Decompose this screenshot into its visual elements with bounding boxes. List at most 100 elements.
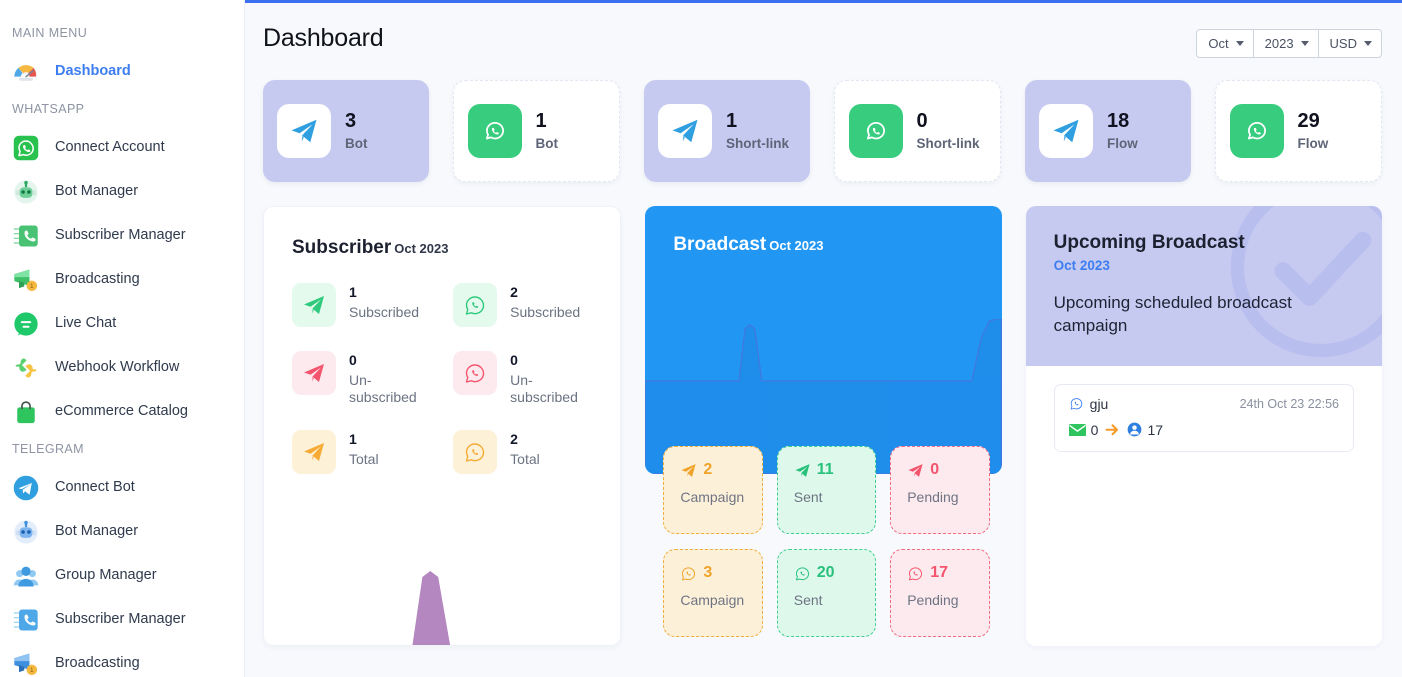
subscriber-panel: Subscriber Oct 2023 1 Subscribed 2 Subscribe… bbox=[263, 206, 622, 646]
sidebar-item-bot-manager[interactable]: Bot Manager bbox=[0, 510, 244, 554]
upcoming-header: Upcoming Broadcast Oct 2023 Upcoming sch… bbox=[1025, 206, 1382, 366]
year-selector[interactable]: 2023 bbox=[1252, 29, 1319, 58]
whatsapp-icon bbox=[12, 134, 40, 162]
upcoming-broadcast-item[interactable]: gju 24th Oct 23 22:56 0 17 bbox=[1053, 383, 1354, 452]
stat-card-label: Short-link bbox=[726, 135, 789, 151]
subscriber-metric-number: 1 bbox=[349, 431, 357, 448]
telegram-icon bbox=[12, 474, 40, 502]
person-icon bbox=[1127, 422, 1142, 437]
sidebar-item-label: Bot Manager bbox=[55, 183, 139, 200]
broadcast-tile[interactable]: 11 Sent bbox=[776, 446, 877, 534]
whatsapp-icon bbox=[680, 565, 697, 582]
subscriber-metric: 1 Subscribed bbox=[292, 283, 431, 327]
group-blue-icon bbox=[12, 562, 40, 590]
puzzle-icon bbox=[12, 354, 40, 382]
broadcast-panel-blue: Broadcast Oct 2023 bbox=[645, 206, 1002, 474]
envelope-icon bbox=[1068, 423, 1086, 437]
sidebar: MAIN MENU Dashboard WHATSAPP Connect Accoun… bbox=[0, 0, 245, 677]
sidebar-item-broadcasting[interactable]: 1 Broadcasting bbox=[0, 258, 244, 302]
megaphone-green-icon: 1 bbox=[12, 266, 40, 294]
sidebar-item-label: Dashboard bbox=[55, 63, 131, 80]
subscriber-metric-number: 2 bbox=[510, 284, 518, 300]
upcoming-description: Upcoming scheduled broadcast campaign bbox=[1053, 293, 1292, 335]
sidebar-item-subscriber-manager[interactable]: Subscriber Manager bbox=[0, 598, 244, 642]
stat-card[interactable]: 18 Flow bbox=[1025, 80, 1191, 182]
telegram-icon bbox=[277, 104, 331, 158]
robot-blue-icon bbox=[12, 518, 40, 546]
stat-card-number: 29 bbox=[1297, 110, 1320, 133]
subscriber-metric: 0 Un-subscribed bbox=[453, 351, 592, 406]
svg-text:1: 1 bbox=[30, 283, 34, 290]
sidebar-heading-telegram: TELEGRAM bbox=[12, 442, 84, 456]
stat-card-label: Short-link bbox=[916, 135, 980, 151]
year-selector-value: 2023 bbox=[1264, 36, 1294, 51]
broadcast-area-chart bbox=[645, 319, 1002, 474]
broadcast-tile-number: 2 bbox=[703, 461, 713, 478]
month-selector[interactable]: Oct bbox=[1196, 29, 1254, 58]
broadcast-tile[interactable]: 3 Campaign bbox=[663, 549, 763, 637]
stat-card[interactable]: 3 Bot bbox=[263, 80, 429, 182]
subscriber-metric: 2 Subscribed bbox=[453, 283, 592, 327]
chat-green-icon bbox=[12, 310, 40, 338]
check-circle-icon bbox=[1230, 206, 1382, 358]
sidebar-item-broadcasting[interactable]: 1 Broadcasting bbox=[0, 642, 244, 677]
broadcast-tile-label: Sent bbox=[793, 592, 823, 608]
subscriber-panel-title: Subscriber Oct 2023 bbox=[264, 207, 620, 259]
broadcast-tile[interactable]: 0 Pending bbox=[890, 446, 990, 534]
stat-card[interactable]: 1 Bot bbox=[452, 80, 620, 182]
stat-card-number: 3 bbox=[345, 110, 357, 133]
telegram-icon bbox=[292, 283, 336, 327]
chevron-down-icon bbox=[1300, 41, 1309, 46]
broadcast-tile-label: Pending bbox=[907, 592, 959, 608]
subscriber-metric-label: Total bbox=[510, 451, 540, 468]
stat-card[interactable]: 0 Short-link bbox=[833, 80, 1001, 182]
sidebar-item-connect-account[interactable]: Connect Account bbox=[0, 126, 244, 170]
sidebar-item-webhook-workflow[interactable]: Webhook Workflow bbox=[0, 346, 244, 390]
sidebar-item-connect-bot[interactable]: Connect Bot bbox=[0, 466, 244, 510]
main-content: Dashboard Oct 2023 USD 3 Bot 1 Bot 1 Short-li… bbox=[245, 0, 1402, 677]
sidebar-heading-whatsapp: WHATSAPP bbox=[12, 102, 85, 116]
subscriber-metric-label: Un-subscribed bbox=[510, 372, 578, 406]
subscriber-period: Oct 2023 bbox=[394, 241, 449, 256]
telegram-icon bbox=[794, 462, 811, 479]
broadcast-tile-number: 17 bbox=[930, 564, 948, 581]
stat-card[interactable]: 1 Short-link bbox=[644, 80, 810, 182]
stat-card[interactable]: 29 Flow bbox=[1214, 80, 1382, 182]
page-header: Dashboard Oct 2023 USD bbox=[263, 24, 1392, 58]
panel-row: Subscriber Oct 2023 1 Subscribed 2 Subscribe… bbox=[263, 206, 1392, 646]
sidebar-item-label: Bot Manager bbox=[55, 523, 139, 540]
upcoming-item-recipients: 17 bbox=[1147, 421, 1164, 438]
broadcast-tile[interactable]: 2 Campaign bbox=[663, 446, 763, 534]
month-selector-value: Oct bbox=[1208, 36, 1229, 51]
whatsapp-icon bbox=[907, 565, 924, 582]
whatsapp-icon bbox=[1069, 396, 1084, 411]
sidebar-item-group-manager[interactable]: Group Manager bbox=[0, 554, 244, 598]
stat-card-label: Bot bbox=[345, 135, 368, 151]
telegram-icon bbox=[292, 351, 336, 395]
sidebar-item-dashboard[interactable]: Dashboard bbox=[0, 50, 244, 94]
sidebar-item-label: Connect Account bbox=[55, 139, 165, 156]
subscriber-metrics-grid: 1 Subscribed 2 Subscribed 0 Un-subscribed 0 Un-… bbox=[264, 259, 620, 475]
upcoming-title: Upcoming Broadcast bbox=[1053, 232, 1245, 253]
upcoming-item-name: gju bbox=[1089, 395, 1109, 412]
sidebar-item-subscriber-manager[interactable]: Subscriber Manager bbox=[0, 214, 244, 258]
sidebar-item-ecommerce-catalog[interactable]: eCommerce Catalog bbox=[0, 390, 244, 434]
filter-selectors: Oct 2023 USD bbox=[1196, 29, 1382, 58]
broadcast-tile[interactable]: 17 Pending bbox=[890, 549, 990, 637]
sidebar-heading-main-menu: MAIN MENU bbox=[12, 26, 88, 40]
telegram-icon bbox=[658, 104, 712, 158]
broadcast-tile-label: Campaign bbox=[680, 489, 745, 505]
whatsapp-icon bbox=[848, 104, 903, 158]
broadcast-tile-number: 11 bbox=[816, 461, 834, 478]
subscriber-area-chart bbox=[264, 571, 621, 645]
broadcast-tile[interactable]: 20 Sent bbox=[776, 549, 877, 637]
subscriber-metric: 0 Un-subscribed bbox=[292, 351, 431, 406]
currency-selector[interactable]: USD bbox=[1317, 29, 1382, 58]
chevron-down-icon bbox=[1235, 41, 1244, 46]
currency-selector-value: USD bbox=[1329, 36, 1357, 51]
subscriber-metric-label: Subscribed bbox=[510, 304, 581, 321]
sidebar-item-bot-manager[interactable]: Bot Manager bbox=[0, 170, 244, 214]
sidebar-item-label: Group Manager bbox=[55, 567, 157, 584]
sidebar-item-live-chat[interactable]: Live Chat bbox=[0, 302, 244, 346]
whatsapp-icon bbox=[794, 565, 811, 582]
